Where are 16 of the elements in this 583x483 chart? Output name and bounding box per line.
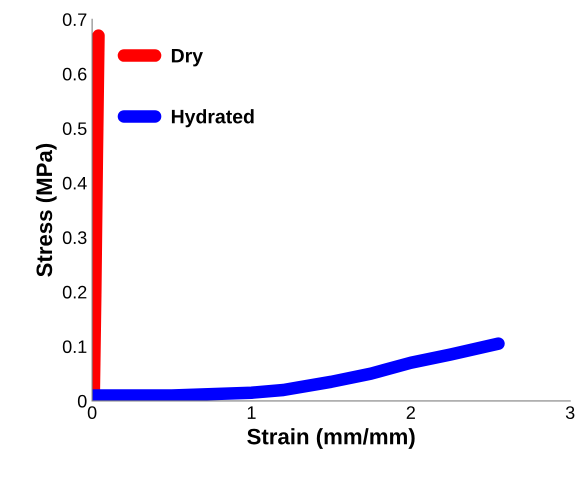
x-tick-label: 3 (566, 406, 574, 420)
x-tick-label: 0 (88, 406, 96, 420)
y-tick-label: 0.2 (62, 286, 86, 299)
y-tick-label: 0.7 (62, 13, 86, 26)
y-tick-label: 0.1 (62, 340, 86, 354)
x-tick-label: 2 (406, 406, 415, 419)
x-axis-title: Strain (mm/mm) (247, 428, 415, 449)
y-tick-label: 0.3 (62, 231, 86, 244)
y-tick-label: 0.6 (62, 68, 86, 81)
legend-label: Hydrated (172, 109, 254, 128)
y-tick-label: 0.4 (62, 176, 87, 190)
x-tick-label: 1 (248, 406, 256, 419)
y-tick-label: 0 (78, 394, 87, 408)
legend-label: Dry (172, 48, 203, 66)
y-tick-label: 0.5 (62, 122, 86, 136)
y-axis-title: Stress (MPa) (36, 144, 57, 277)
